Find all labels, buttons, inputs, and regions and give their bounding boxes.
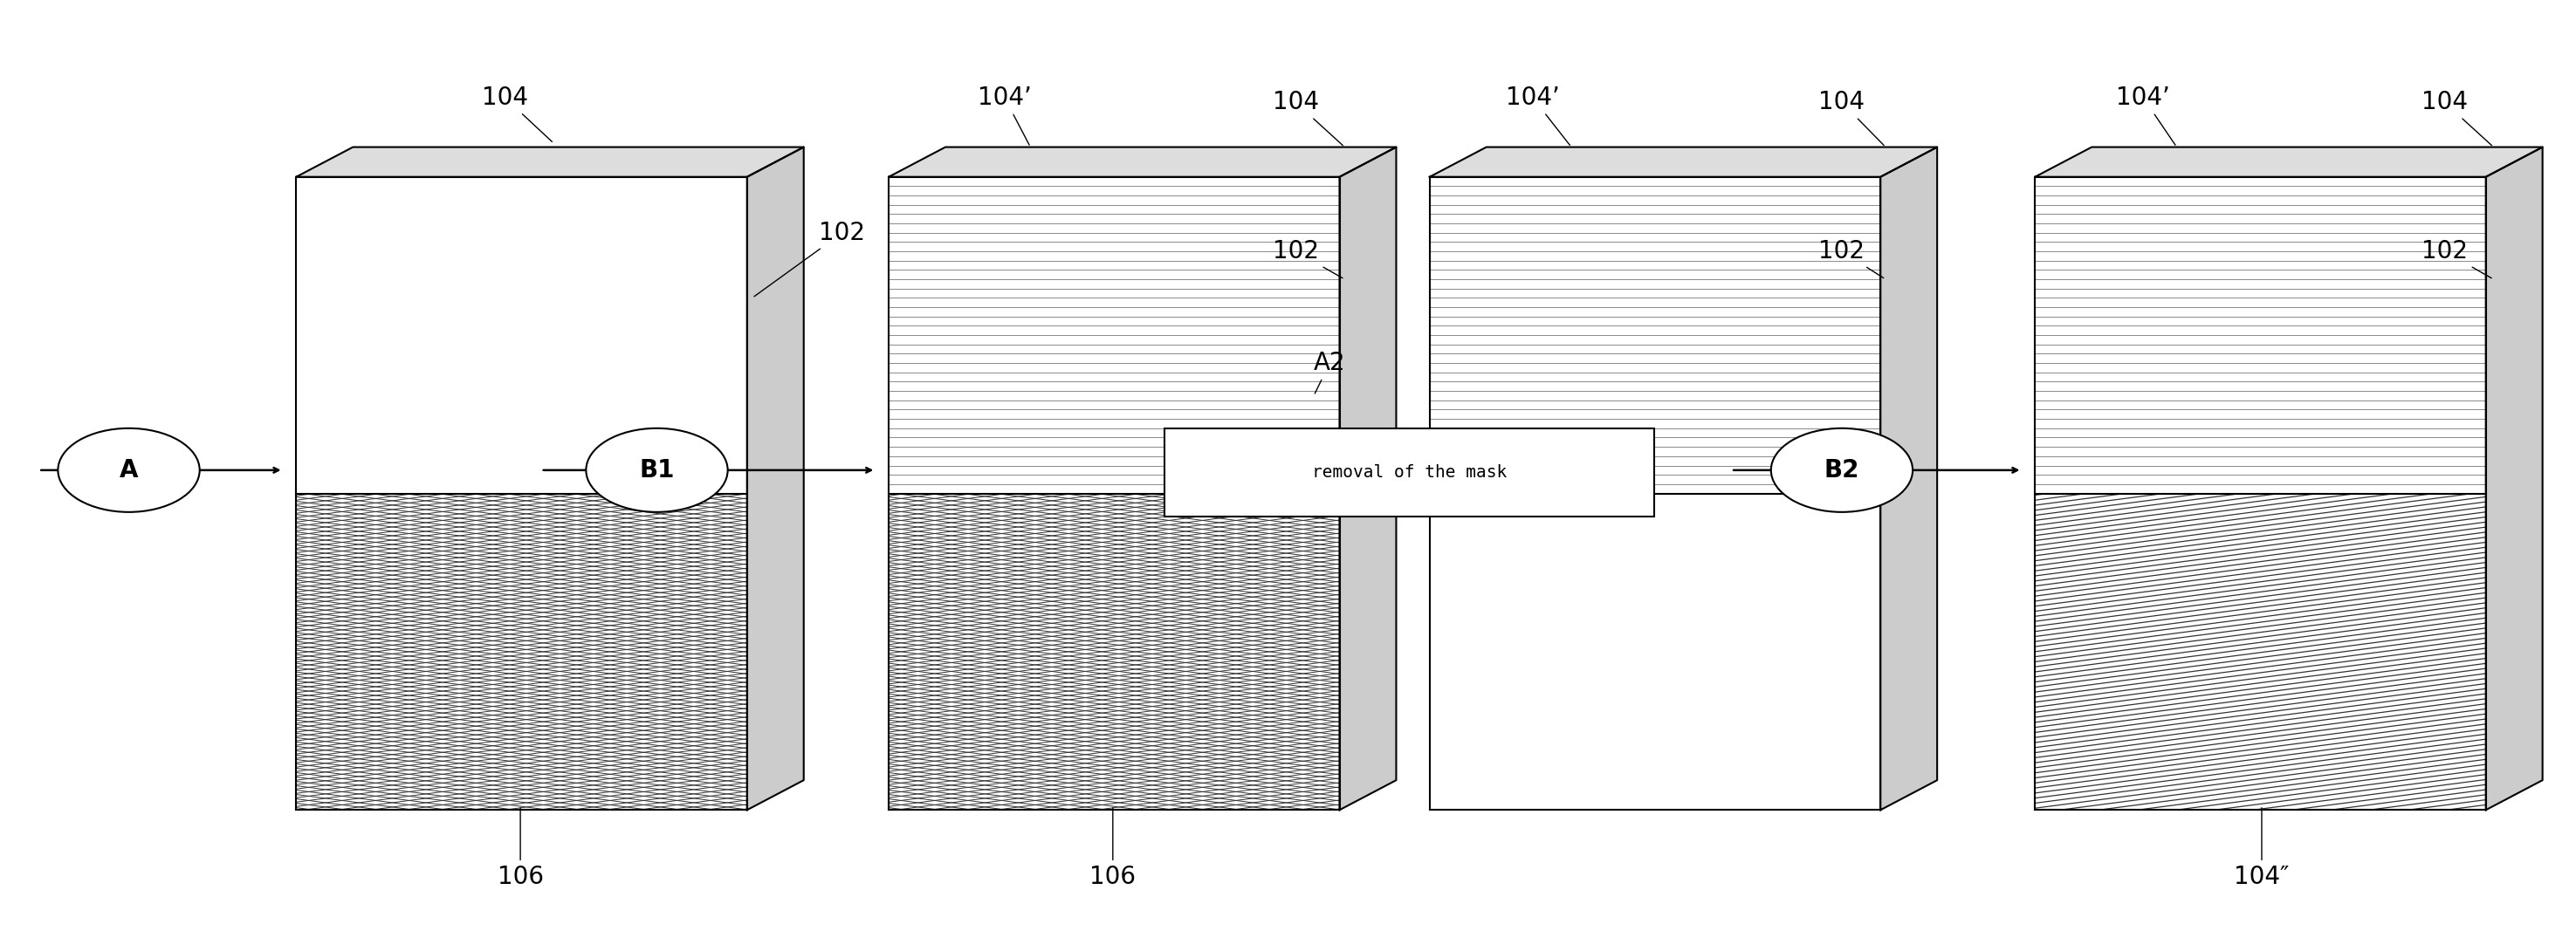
Polygon shape [2486, 147, 2543, 810]
Text: B2: B2 [1824, 458, 1860, 482]
Bar [296, 493, 747, 810]
Polygon shape [1430, 147, 1937, 177]
Text: 102: 102 [1819, 239, 1883, 278]
Bar [2035, 177, 2486, 493]
Bar [889, 493, 1340, 810]
Text: 102: 102 [2421, 239, 2491, 278]
Ellipse shape [1772, 428, 1911, 512]
Text: 106: 106 [1090, 808, 1136, 889]
Text: 104: 104 [1273, 90, 1342, 145]
Text: 104’: 104’ [1507, 86, 1569, 145]
Text: 104: 104 [2421, 90, 2491, 145]
Ellipse shape [59, 428, 201, 512]
Text: removal of the mask: removal of the mask [1311, 465, 1507, 480]
Ellipse shape [587, 428, 729, 512]
Polygon shape [2035, 147, 2543, 177]
Text: A2: A2 [1314, 351, 1345, 394]
Bar [1430, 493, 1880, 810]
Bar [296, 177, 747, 493]
Text: 104: 104 [482, 86, 551, 142]
Bar [1430, 177, 1880, 493]
Bar [1164, 428, 1654, 517]
Text: A: A [118, 458, 139, 482]
Polygon shape [1340, 147, 1396, 810]
Text: 104’: 104’ [2117, 86, 2174, 145]
Polygon shape [889, 147, 1396, 177]
Text: 102: 102 [755, 221, 866, 296]
Bar [2035, 493, 2486, 810]
Text: 104″: 104″ [2233, 808, 2290, 889]
Text: B1: B1 [639, 458, 675, 482]
Polygon shape [296, 147, 804, 177]
Text: 104: 104 [1819, 90, 1883, 145]
Polygon shape [747, 147, 804, 810]
Text: 106: 106 [497, 808, 544, 889]
Text: 104’: 104’ [979, 86, 1030, 145]
Text: 102: 102 [1273, 239, 1342, 278]
Bar [889, 177, 1340, 493]
Polygon shape [1880, 147, 1937, 810]
